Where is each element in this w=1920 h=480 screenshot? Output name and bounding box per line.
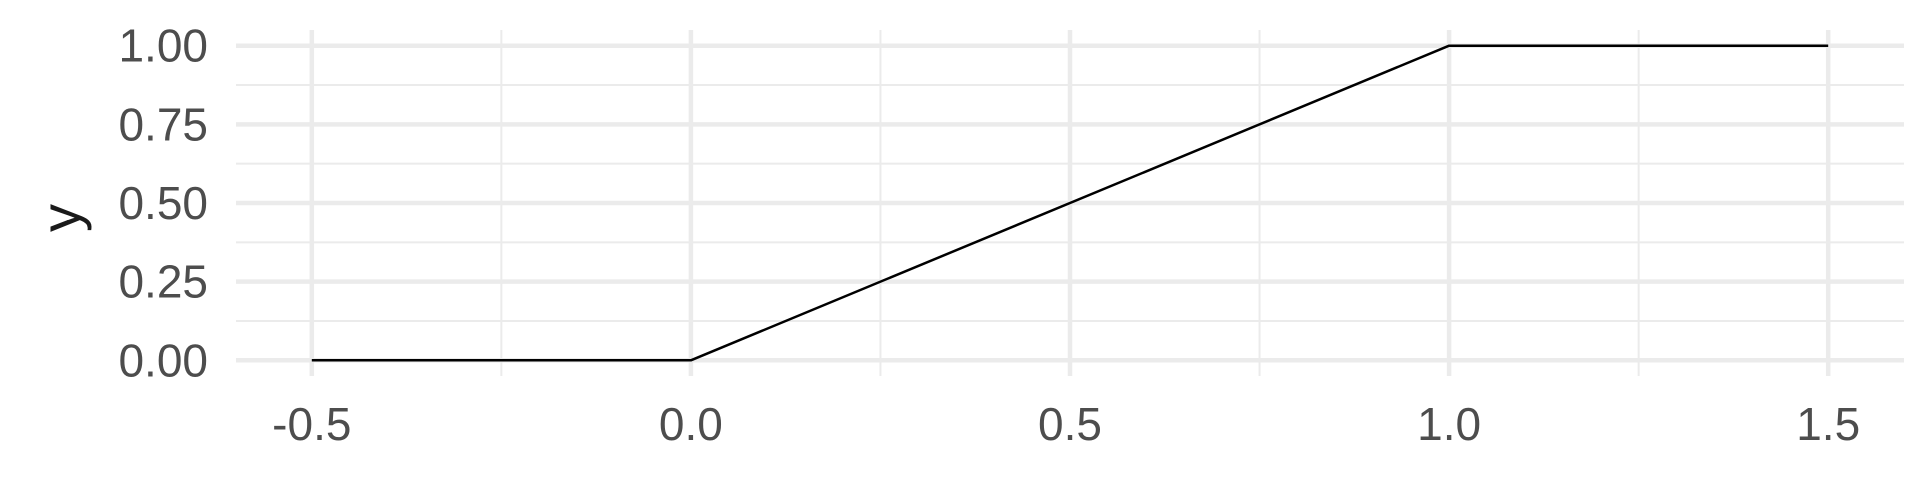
y-axis-title: y [29,204,92,232]
y-tick-label: 0.00 [118,334,208,386]
x-tick-label: 1.5 [1796,398,1860,450]
x-tick-label: 1.0 [1417,398,1481,450]
y-tick-label: 0.75 [118,98,208,150]
y-tick-label: 1.00 [118,20,208,72]
x-tick-label: 0.0 [659,398,723,450]
y-axis-tick-labels: 0.00 0.25 0.50 0.75 1.00 [118,20,208,387]
x-axis-tick-labels: -0.5 0.0 0.5 1.0 1.5 [272,398,1860,450]
y-tick-label: 0.50 [118,177,208,229]
y-tick-label: 0.25 [118,256,208,308]
x-tick-label: -0.5 [272,398,351,450]
x-tick-label: 0.5 [1038,398,1102,450]
series-layer [311,44,1829,362]
series-line [311,44,1829,362]
